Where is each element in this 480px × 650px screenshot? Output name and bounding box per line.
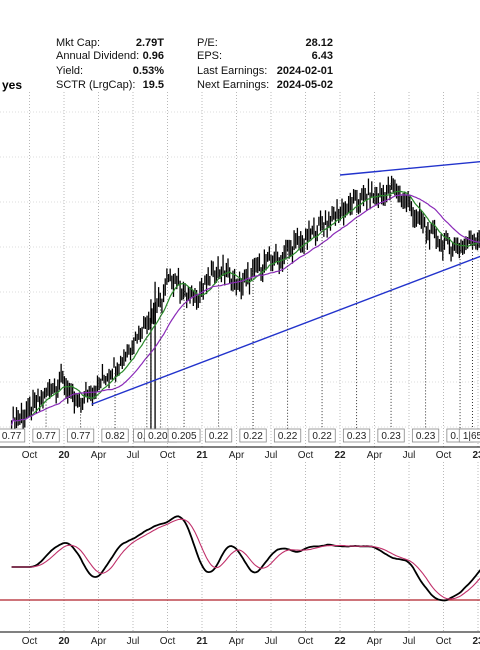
dividend-label: 0.22 [312,431,332,442]
ma-long-line [11,194,480,426]
dividend-label: 0.22 [278,431,298,442]
dividend-label: 0.23 [347,431,367,442]
dividend-box [101,428,129,443]
indicator-time-label: 21 [196,636,208,647]
dividend-box [308,428,336,443]
indicator-time-label: 20 [58,636,70,647]
eps-value: 6.43 [311,50,333,62]
trend-line [339,160,480,176]
yield-value: 0.53% [132,65,164,77]
indicator-time-label: 23 [472,636,480,647]
indicator-time-label: Jul [127,636,140,647]
dividend-box [458,428,480,443]
last-earnings-label: Last Earnings: [197,65,268,77]
dividend-label: 0.82 [105,431,125,442]
indicator-time-label: Oct [160,636,176,647]
indicator-time-label: Apr [91,636,107,647]
price-plot-area [0,92,480,447]
dividend-label: 0.77 [71,431,91,442]
dividend-label: 0.205 [148,431,173,442]
pe-label: P/E: [197,37,218,49]
dividend-label: 1|65 [463,431,480,442]
price-time-label: Oct [298,450,314,461]
price-time-label: Oct [22,450,38,461]
price-time-label: 21 [196,450,208,461]
indicator-line [11,515,480,602]
dividend-box [66,428,95,443]
indicator-time-label: Oct [436,636,452,647]
mkt-cap-label: Mkt Cap: [56,37,101,49]
yield-label: Yield: [56,65,84,77]
dividend-label: 0.77 [36,431,56,442]
price-chart: 0.770.770.770.820.8210.2050.2050.220.220… [0,92,480,461]
trend-line [91,255,480,405]
indicator-time-label: Apr [229,636,245,647]
dividend-box [0,428,26,443]
indicator-chart: Oct 20 Apr Jul Oct 21 Apr Jul Oct 22 Apr Jul Oct 23 [0,462,480,647]
price-time-label: Jul [127,450,140,461]
indicator-time-label: Jul [265,636,278,647]
price-time-label: Jul [265,450,278,461]
price-time-label: Jul [403,450,416,461]
indicator-time-label: Oct [298,636,314,647]
sctr-value: 19.5 [142,79,164,91]
sctr-label: SCTR (LrgCap): [56,79,136,91]
mkt-cap-value: 2.79T [135,37,164,49]
next-earnings-value: 2024-05-02 [276,79,333,91]
side-text: yes [2,78,23,92]
last-earnings-value: 2024-02-01 [276,65,333,77]
indicator-time-label: Oct [22,636,38,647]
eps-label: EPS: [197,50,223,62]
dividend-label: 0.77 [2,431,22,442]
pe-value: 28.12 [305,37,333,49]
price-time-label: Oct [160,450,176,461]
stats-header: Mkt Cap: 2.79T Annual Dividend: 0.96 Yie… [0,0,480,95]
dividend-box [377,428,405,443]
dividend-box [411,428,440,443]
price-time-label: 23 [472,450,480,461]
indicator-plot-area [0,462,480,632]
dividend-label: 0.22 [243,431,263,442]
dividend-label: 0.205 [172,431,197,442]
dividend-box [167,428,201,443]
price-time-label: Apr [91,450,107,461]
dividend-box [204,428,233,443]
price-time-label: 22 [334,450,346,461]
dividend-label: 0.23 [381,431,401,442]
indicator-signal-line [11,518,480,600]
next-earnings-label: Next Earnings: [197,79,270,91]
price-time-label: 20 [58,450,70,461]
dividend-box [32,428,60,443]
price-time-label: Oct [436,450,452,461]
dividend-box [273,428,302,443]
indicator-time-label: Jul [403,636,416,647]
price-time-label: Apr [229,450,245,461]
dividend-label: 0.23 [416,431,436,442]
dividend-box [342,428,371,443]
dividend-label: Annual Dividend: [56,50,140,62]
indicator-time-label: 22 [334,636,346,647]
dividend-label: 0.22 [209,431,229,442]
price-time-label: Apr [367,450,383,461]
dividend-value: 0.96 [142,50,164,62]
indicator-time-label: Apr [367,636,383,647]
dividend-box [239,428,267,443]
